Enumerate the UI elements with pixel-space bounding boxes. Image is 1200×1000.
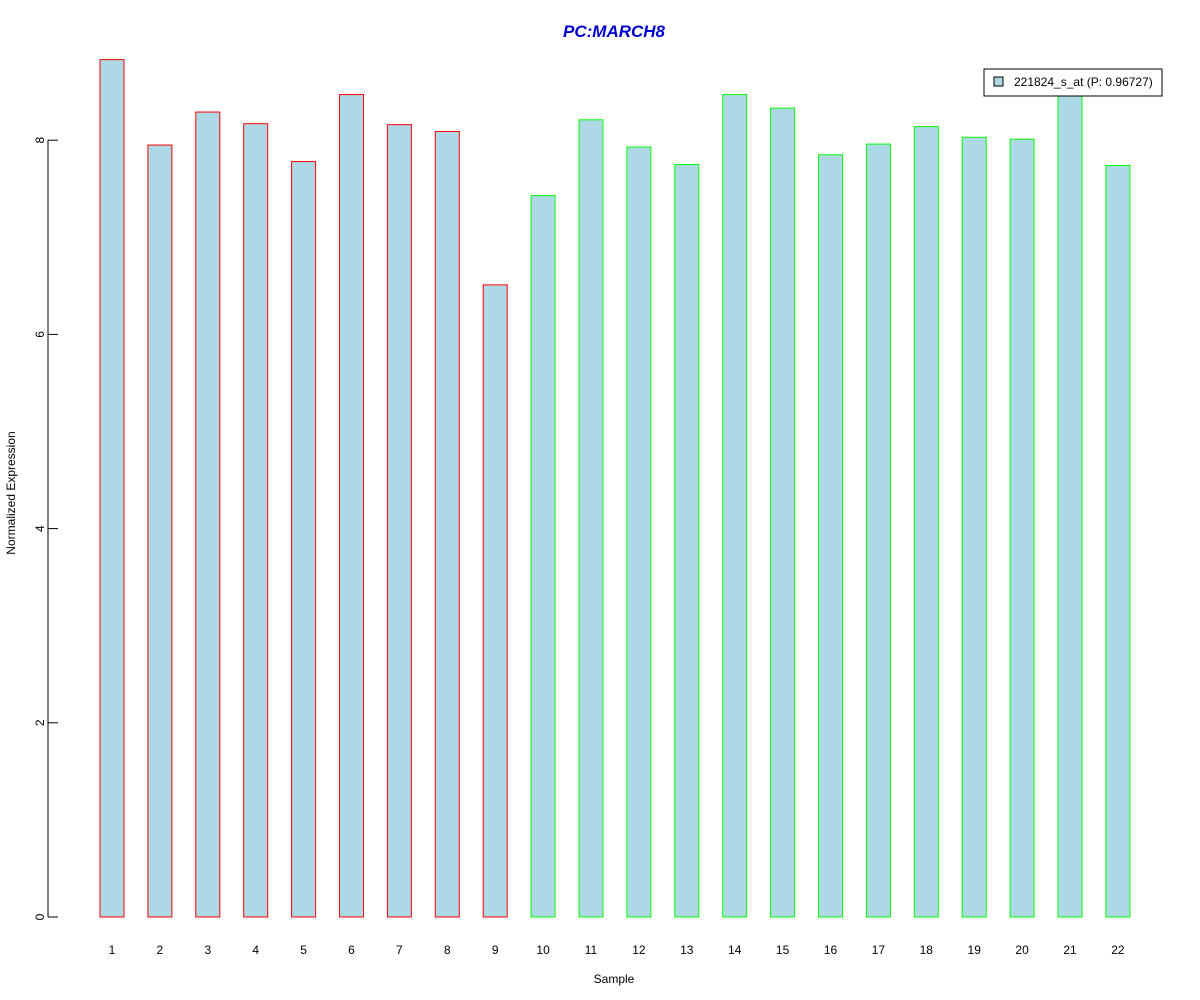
x-tick-label: 12	[632, 943, 646, 957]
chart-title: PC:MARCH8	[563, 22, 666, 41]
bar	[770, 107, 796, 918]
bar	[482, 284, 508, 918]
y-tick-label: 6	[33, 331, 47, 338]
y-axis-label: Normalized Expression	[4, 431, 18, 554]
y-tick-label: 8	[33, 137, 47, 144]
x-tick-label: 1	[109, 943, 116, 957]
bar	[1009, 138, 1035, 918]
bar	[626, 146, 652, 918]
x-tick-label: 13	[680, 943, 694, 957]
x-tick-label: 19	[968, 943, 982, 957]
legend-swatch	[993, 76, 1004, 87]
y-tick-label: 0	[33, 913, 47, 920]
bar	[1057, 92, 1083, 918]
x-tick-label: 5	[300, 943, 307, 957]
bar	[195, 111, 221, 918]
bar	[1105, 164, 1131, 918]
x-tick-label: 4	[252, 943, 259, 957]
legend: 221824_s_at (P: 0.96727)	[983, 68, 1163, 97]
legend-label: 221824_s_at (P: 0.96727)	[1014, 75, 1153, 89]
bars	[99, 59, 1131, 918]
x-tick-label: 15	[776, 943, 790, 957]
bar	[913, 126, 939, 918]
bar	[386, 124, 412, 918]
bar	[865, 143, 891, 918]
bar	[578, 119, 604, 918]
legend-box	[983, 68, 1163, 97]
x-tick-label: 8	[444, 943, 451, 957]
bar	[961, 136, 987, 918]
bar	[99, 59, 125, 918]
x-tick-label: 7	[396, 943, 403, 957]
y-axis: 0 2 4 6 8	[33, 137, 58, 920]
x-tick-label: 21	[1063, 943, 1077, 957]
bar	[674, 163, 700, 918]
bar	[291, 161, 317, 918]
x-tick-label: 14	[728, 943, 742, 957]
bar	[243, 123, 269, 918]
x-axis-tick-labels: 1 2 3 4 5 6 7 8 9 10 11 12 13 14 15 16 17 18 19 20 21 22	[109, 943, 1125, 957]
x-tick-label: 22	[1111, 943, 1125, 957]
bar	[434, 130, 460, 918]
x-tick-label: 11	[585, 943, 598, 957]
y-tick-label: 2	[33, 719, 47, 726]
bar	[147, 144, 173, 918]
bar	[818, 154, 843, 918]
x-tick-label: 3	[204, 943, 211, 957]
x-tick-label: 17	[872, 943, 886, 957]
x-axis-label: Sample	[594, 972, 635, 986]
bar	[722, 94, 748, 918]
x-tick-label: 18	[920, 943, 934, 957]
y-tick-label: 4	[33, 525, 47, 532]
x-tick-label: 6	[348, 943, 355, 957]
x-tick-label: 10	[536, 943, 550, 957]
x-tick-label: 9	[492, 943, 499, 957]
x-tick-label: 16	[824, 943, 838, 957]
bar	[530, 195, 556, 918]
bar	[339, 94, 364, 918]
x-tick-label: 20	[1015, 943, 1029, 957]
x-tick-label: 2	[157, 943, 164, 957]
